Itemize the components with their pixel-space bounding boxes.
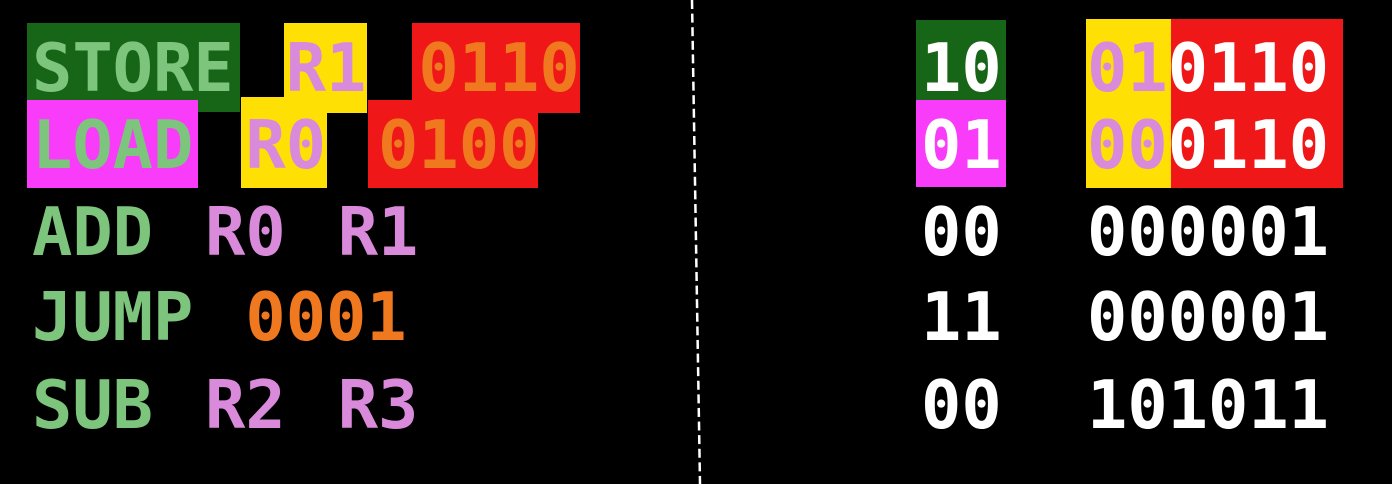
assembly-token: R0 — [205, 193, 286, 271]
opcode-bits-row-1: 10 — [921, 24, 1002, 113]
operand-bits-part: 000001 — [1087, 278, 1330, 356]
assembly-row-2: LOAD R0 0100 — [32, 101, 539, 190]
assembly-token: LOAD — [32, 106, 194, 184]
highlight-block-red — [412, 23, 580, 113]
dashed-line — [690, 0, 702, 484]
opcode-bits-row-5: 00 — [921, 361, 1002, 450]
highlight-block-magenta — [27, 100, 198, 188]
operand-bits-row-5: 101011 — [1087, 361, 1329, 450]
operand-bits-part: 101011 — [1087, 366, 1330, 444]
operand-bits-part: 0110 — [1167, 29, 1330, 107]
highlight-block-red — [368, 100, 538, 188]
operand-bits-part: 00 — [1087, 106, 1168, 184]
operand-bits-row-2: 00 0110 — [1087, 101, 1329, 190]
highlight-block-dark_green — [916, 20, 1006, 100]
operand-bits-part: 01 — [1087, 29, 1168, 107]
highlight-block-red — [1171, 19, 1343, 188]
highlight-block-yellow — [1086, 19, 1171, 188]
assembly-token: R2 — [205, 366, 286, 444]
opcode-bits-row-4: 11 — [921, 273, 1002, 362]
operand-bits-row-1: 01 0110 — [1087, 24, 1329, 113]
assembly-token: JUMP — [32, 278, 194, 356]
highlight-block-dark_green — [27, 23, 240, 112]
operand-bits-row-3: 000001 — [1087, 188, 1329, 277]
opcode-bits: 01 — [921, 106, 1002, 184]
opcode-bits: 10 — [921, 29, 1002, 107]
assembly-token: R1 — [285, 29, 367, 107]
opcode-bits: 11 — [921, 278, 1002, 356]
assembly-token: 0100 — [378, 106, 540, 184]
assembly-token: R0 — [245, 106, 327, 184]
opcode-bits: 00 — [921, 193, 1002, 271]
assembly-token: SUB — [32, 366, 154, 444]
assembly-token: 0110 — [418, 29, 580, 107]
opcode-bits-row-2: 01 — [921, 101, 1002, 190]
assembly-token: ADD — [32, 193, 154, 271]
opcode-bits: 00 — [921, 366, 1002, 444]
operand-bits-row-4: 000001 — [1087, 273, 1329, 362]
opcode-bits-row-3: 00 — [921, 188, 1002, 277]
assembly-token: R3 — [337, 366, 419, 444]
assembly-row-1: STORE R1 0110 — [32, 24, 580, 113]
assembly-row-5: SUB R2 R3 — [32, 361, 418, 450]
assembly-token: 0001 — [245, 278, 407, 356]
highlight-block-magenta — [916, 100, 1006, 187]
operand-bits-part: 0110 — [1167, 106, 1330, 184]
assembly-row-3: ADD R0 R1 — [32, 188, 418, 277]
highlight-block-yellow — [241, 97, 327, 188]
assembly-token: R1 — [337, 193, 419, 271]
operand-bits-part: 000001 — [1087, 193, 1330, 271]
assembly-token: STORE — [32, 29, 234, 107]
assembly-row-4: JUMP 0001 — [32, 273, 407, 362]
